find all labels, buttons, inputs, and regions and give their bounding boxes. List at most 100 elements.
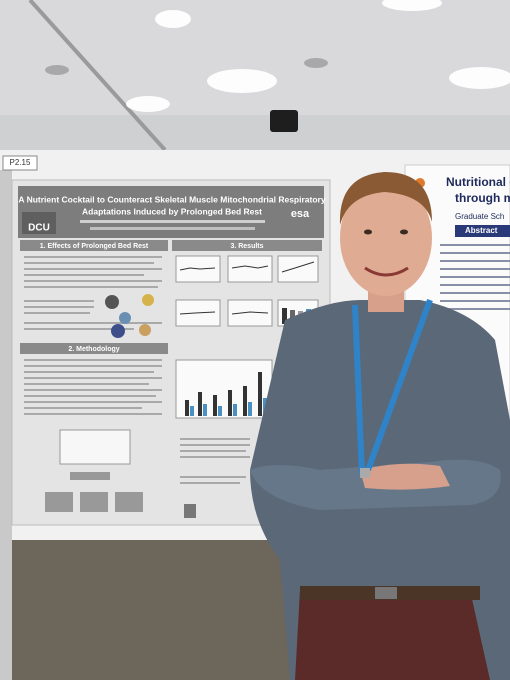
chart-bar bbox=[248, 402, 252, 416]
text-line bbox=[440, 292, 510, 294]
board-pole bbox=[0, 170, 12, 680]
poster-title: A Nutrient Cocktail to Counteract Skelet… bbox=[18, 194, 325, 204]
lanyard bbox=[352, 298, 433, 476]
author-photo bbox=[184, 504, 196, 518]
poster-title: Nutritional co bbox=[446, 175, 510, 189]
chart-line bbox=[231, 311, 269, 315]
section-title: 2. Methodology bbox=[68, 346, 119, 353]
chart-thumb bbox=[227, 255, 273, 283]
hair bbox=[339, 172, 432, 225]
section-title: 3. Results bbox=[230, 243, 263, 250]
text-line bbox=[24, 268, 162, 270]
text-line bbox=[24, 407, 142, 409]
chart-bar bbox=[258, 372, 262, 416]
text-line bbox=[180, 444, 250, 446]
ceiling-light bbox=[126, 96, 170, 112]
text-line bbox=[24, 401, 162, 403]
chart-bar bbox=[233, 404, 237, 416]
text-line bbox=[24, 365, 162, 367]
text-line bbox=[24, 286, 158, 288]
flow-box bbox=[45, 492, 73, 512]
ceiling-beam bbox=[28, 0, 167, 152]
ceiling-light bbox=[207, 69, 277, 93]
text-line bbox=[24, 306, 94, 308]
belt-buckle bbox=[375, 587, 397, 599]
text-line bbox=[24, 274, 144, 276]
flow-box bbox=[80, 492, 108, 512]
lanyard-clip bbox=[360, 468, 370, 478]
text-line bbox=[440, 300, 510, 302]
board-tag-text: P2.15 bbox=[10, 158, 31, 167]
face bbox=[340, 180, 432, 296]
text-line bbox=[440, 268, 510, 270]
vent bbox=[45, 65, 69, 75]
text-line bbox=[180, 482, 240, 484]
chart-bar bbox=[185, 400, 189, 416]
text-line bbox=[440, 308, 510, 310]
text-line bbox=[24, 389, 162, 391]
chart-bar bbox=[198, 392, 202, 416]
text-line bbox=[24, 383, 149, 385]
text-line bbox=[24, 395, 156, 397]
text-lines bbox=[440, 244, 510, 310]
section-title: 1. Effects of Prolonged Bed Rest bbox=[40, 243, 149, 250]
trousers bbox=[295, 590, 490, 680]
icon bbox=[111, 324, 125, 338]
icon bbox=[119, 312, 131, 324]
text-line bbox=[24, 312, 90, 314]
logo-right: esa bbox=[291, 208, 310, 220]
logo-box bbox=[22, 212, 56, 234]
text-line bbox=[440, 244, 510, 246]
chart-line bbox=[231, 265, 269, 269]
chart-thumb bbox=[277, 255, 319, 283]
text-line bbox=[24, 413, 162, 415]
text-line bbox=[24, 322, 162, 324]
chart-bar bbox=[203, 404, 207, 416]
poster-title: through m bbox=[455, 191, 510, 205]
hands bbox=[360, 463, 450, 490]
eye bbox=[364, 229, 372, 235]
text-line bbox=[440, 252, 510, 254]
camera-device bbox=[270, 110, 298, 132]
board-tag bbox=[2, 155, 38, 171]
chart-bar bbox=[282, 308, 287, 324]
eye bbox=[400, 229, 408, 235]
text-line bbox=[440, 260, 510, 262]
section-header bbox=[20, 240, 168, 251]
flow-box bbox=[115, 492, 143, 512]
table bbox=[59, 429, 131, 465]
text-line bbox=[180, 456, 250, 458]
person bbox=[250, 172, 510, 680]
text-line bbox=[24, 377, 162, 379]
icon bbox=[105, 295, 119, 309]
logo-left: DCU bbox=[28, 223, 50, 234]
poster-title: Adaptations Induced by Prolonged Bed Res… bbox=[82, 206, 262, 216]
text-line bbox=[24, 359, 162, 361]
chart-bar bbox=[243, 386, 247, 416]
affiliations bbox=[90, 227, 255, 230]
text-line bbox=[24, 300, 94, 302]
text-line bbox=[440, 284, 510, 286]
text-line bbox=[180, 476, 246, 478]
chart-bar bbox=[228, 390, 232, 416]
icon bbox=[142, 294, 154, 306]
chart-line bbox=[179, 311, 216, 315]
authors bbox=[80, 220, 265, 223]
bar-group bbox=[185, 372, 262, 416]
vent bbox=[304, 58, 328, 68]
text-lines bbox=[24, 256, 250, 484]
chart-bar bbox=[218, 406, 222, 416]
ceiling-light bbox=[155, 10, 191, 28]
icon bbox=[139, 324, 151, 336]
section-header bbox=[20, 343, 168, 354]
text-line bbox=[24, 262, 154, 264]
section-title: Abstract bbox=[465, 226, 498, 235]
chart-line bbox=[281, 261, 315, 273]
affiliation: Graduate Sch bbox=[455, 212, 504, 221]
text-line bbox=[24, 280, 162, 282]
chart-bar bbox=[213, 395, 217, 416]
text-line bbox=[24, 256, 162, 258]
text-line bbox=[24, 328, 134, 330]
flow-box bbox=[70, 472, 110, 480]
